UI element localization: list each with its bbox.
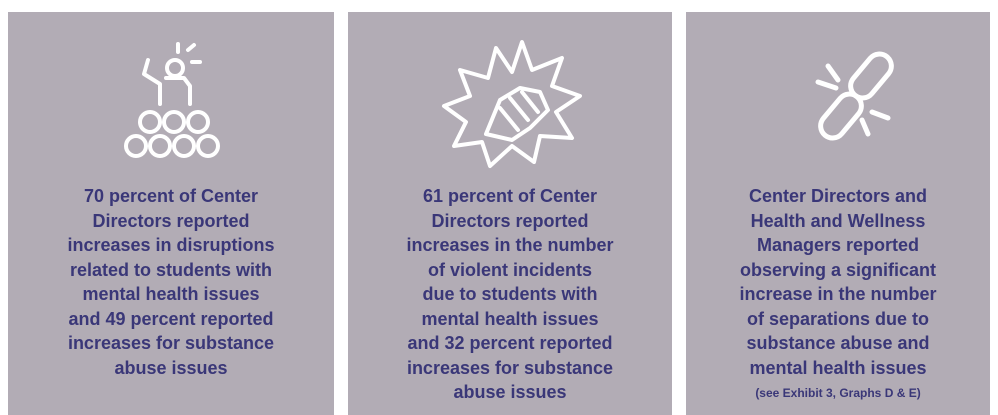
text-line: observing a significant	[739, 259, 937, 280]
text-line: Health and Wellness	[750, 210, 926, 231]
text-line: increases in disruptions	[67, 235, 275, 255]
icon-burst	[442, 40, 582, 168]
text-line: Managers reported	[756, 235, 920, 255]
icon-chain	[815, 51, 894, 141]
text-line: increase in the number	[739, 284, 937, 304]
text-line: mental health issues	[421, 308, 599, 329]
text-line: 70 percent of Center	[83, 186, 259, 206]
icon-pyramid	[124, 42, 220, 158]
text-line: Center Directors and	[748, 186, 928, 206]
text-line: substance abuse and	[746, 333, 930, 353]
text-line: and 49 percent reported	[68, 308, 274, 329]
text-line: due to students with	[422, 284, 598, 304]
text-line: and 32 percent reported	[407, 333, 613, 353]
text-line: increases for substance	[67, 333, 275, 353]
text-line: mental health issues	[749, 357, 927, 378]
panel-1: 70 percent of Center Directors reported in…	[8, 184, 334, 380]
text-line: Directors reported	[431, 210, 589, 231]
note: (see Exhibit 3, Graphs D & E)	[755, 386, 921, 400]
text-line: abuse issues	[114, 357, 228, 378]
text-line: related to students with	[69, 259, 273, 280]
text-line: Directors reported	[92, 210, 250, 231]
text-line: of violent incidents	[427, 259, 592, 280]
panel-bg	[348, 12, 672, 415]
text-line: abuse issues	[453, 382, 567, 402]
text-line: increases for substance	[406, 357, 614, 378]
panel-2: 61 percent of Center Directors reported in…	[348, 184, 672, 405]
text-line: mental health issues	[82, 284, 260, 304]
text-line: 61 percent of Center	[422, 186, 598, 206]
text-line: of separations due to	[746, 308, 930, 329]
text-line: increases in the number	[406, 235, 614, 255]
panel-3: Center Directors and Health and Wellness M…	[686, 184, 990, 403]
